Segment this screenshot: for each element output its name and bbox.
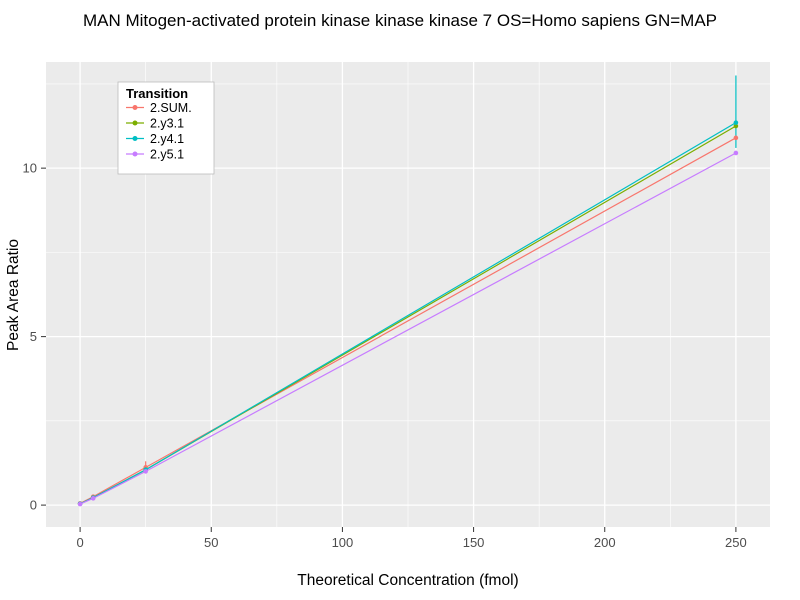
y-axis-label: Peak Area Ratio <box>5 239 22 351</box>
legend-box <box>117 81 215 175</box>
legend-label-2.y5.1: 2.y5.1 <box>150 148 184 162</box>
data-point-2.y3.1 <box>733 123 739 129</box>
data-point-2.y5.1 <box>90 496 96 501</box>
legend-key-point-2.SUM. <box>132 105 138 110</box>
chart-title: MAN Mitogen-activated protein kinase kin… <box>83 11 717 30</box>
legend-title: Transition <box>126 86 188 101</box>
series-line-2.y5.1 <box>79 152 737 505</box>
series-line-2.SUM. <box>79 137 737 504</box>
x-tick-label: 200 <box>594 535 616 550</box>
data-point-2.y5.1 <box>733 150 739 156</box>
y-tick-label: 10 <box>23 161 37 176</box>
data-point-2.y4.1 <box>733 120 739 125</box>
legend-key-point-2.y5.1 <box>132 151 138 157</box>
legend-label-2.y4.1: 2.y4.1 <box>150 132 184 146</box>
legend-label-2.y3.1: 2.y3.1 <box>150 117 184 131</box>
y-tick-label: 0 <box>30 498 37 513</box>
x-tick-label: 50 <box>204 535 218 550</box>
legend-key-point-2.y3.1 <box>132 120 138 126</box>
data-point-2.y5.1 <box>143 469 148 474</box>
legend-label-2.SUM.: 2.SUM. <box>150 101 192 115</box>
data-point-2.y5.1 <box>77 501 83 507</box>
legend-key-point-2.y4.1 <box>132 136 138 141</box>
data-point-2.SUM. <box>733 135 739 141</box>
x-axis-label: Theoretical Concentration (fmol) <box>297 572 518 589</box>
x-tick-label: 250 <box>725 535 747 550</box>
x-tick-label: 150 <box>463 535 485 550</box>
x-tick-label: 100 <box>332 535 354 550</box>
y-tick-label: 5 <box>30 329 37 344</box>
x-tick-label: 0 <box>76 535 83 550</box>
